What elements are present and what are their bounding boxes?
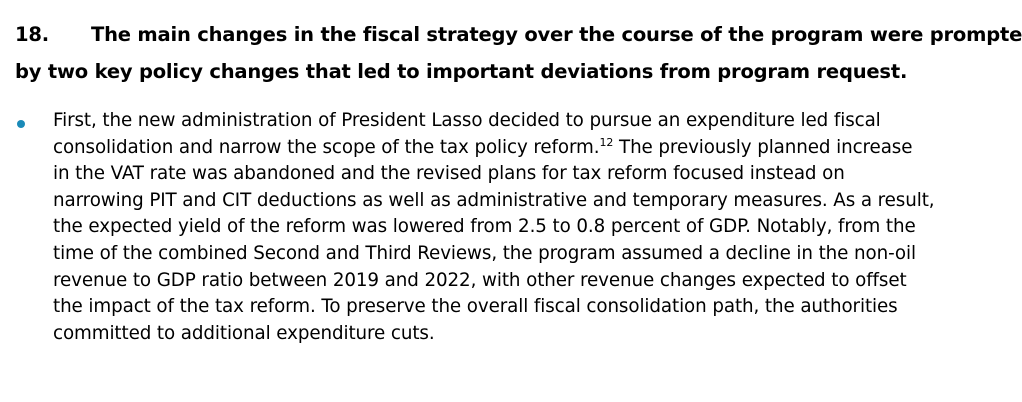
heading-line: The main changes in the fiscal strategy … — [91, 23, 1022, 46]
body-line: the impact of the tax reform. To preserv… — [53, 296, 898, 318]
paragraph-heading: 18. The main changes in the fiscal strate… — [15, 16, 1022, 90]
body-line: narrowing PIT and CIT deductions as well… — [53, 189, 935, 211]
body-line: revenue to GDP ratio between 2019 and 20… — [53, 269, 907, 291]
body-line: First, the new administration of Preside… — [53, 110, 881, 131]
bullet-icon — [17, 120, 25, 128]
bullet-text: First, the new administration of Preside… — [53, 108, 935, 347]
body-line: consolidation and narrow the scope of th… — [53, 135, 934, 162]
footnote-reference[interactable]: 12 — [599, 135, 614, 149]
body-line: the expected yield of the reform was low… — [53, 216, 916, 238]
body-line-text: consolidation and narrow the scope of th… — [53, 136, 600, 158]
body-line: in the VAT rate was abandoned and the re… — [53, 163, 845, 185]
body-line: time of the combined Second and Third Re… — [53, 242, 916, 264]
paragraph-number: 18. — [15, 23, 49, 46]
heading-line: by two key policy changes that led to im… — [15, 60, 908, 83]
body-line: committed to additional expenditure cuts… — [53, 322, 435, 344]
body-line-text: The previously planned increase — [613, 136, 913, 158]
